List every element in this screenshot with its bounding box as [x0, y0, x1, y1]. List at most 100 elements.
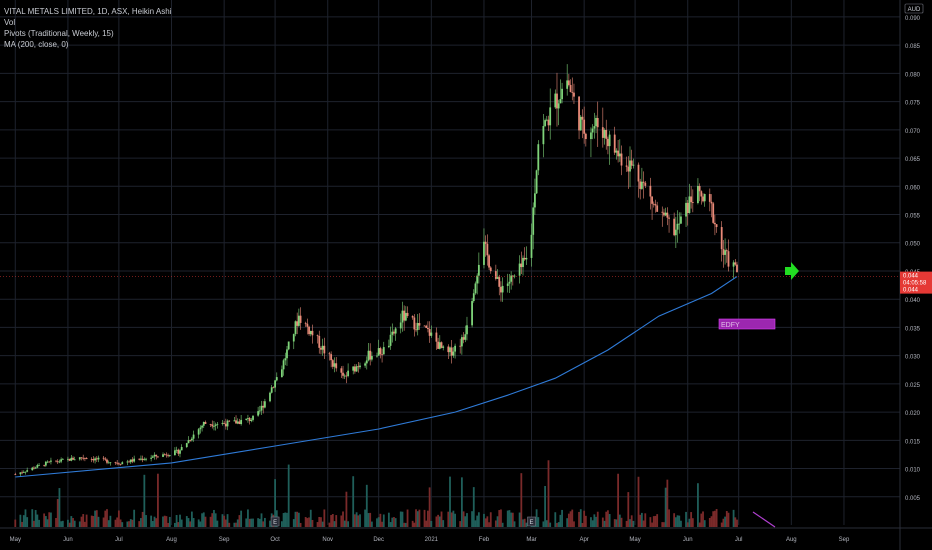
volume-bar [226, 514, 229, 527]
volume-bar [625, 520, 628, 527]
candle-body [620, 153, 623, 166]
volume-bar [700, 513, 703, 527]
volume-bar [416, 511, 419, 527]
candle-body [736, 264, 738, 272]
volume-bar [639, 514, 642, 527]
candle-body [561, 88, 563, 100]
candle-body [84, 457, 86, 459]
candle-body [36, 465, 39, 468]
volume-bar [82, 514, 85, 527]
candle-body [625, 165, 628, 167]
ma-200-layer [15, 276, 738, 478]
candle-body [56, 461, 59, 463]
volume-bar [579, 509, 582, 527]
volume-bar [189, 521, 192, 527]
candle-body [506, 283, 509, 286]
candle-body [209, 424, 212, 425]
candle-body [708, 194, 711, 202]
volume-bar [274, 479, 276, 527]
candle-body [43, 464, 46, 466]
volume-bar [518, 512, 521, 527]
candle-body [119, 464, 122, 465]
volume-bar [323, 509, 326, 527]
candle-body [522, 257, 524, 268]
volume-bar [571, 509, 574, 527]
volume-bar [364, 509, 366, 527]
volume-bar [715, 509, 718, 527]
volume-bar [460, 477, 463, 527]
x-tick-label: Jun [63, 537, 73, 543]
volume-bar [199, 521, 202, 527]
candle-body [292, 334, 295, 342]
volume-bar [389, 522, 392, 527]
symbol-title[interactable]: VITAL METALS LIMITED, 1D, ASX, Heikin As… [4, 7, 172, 16]
candle-body [511, 275, 514, 277]
candle-body [235, 420, 237, 424]
y-tick-label: 0.035 [905, 326, 921, 332]
volume-bar [561, 509, 563, 527]
volume-bar [367, 513, 370, 527]
candle-body [668, 217, 670, 219]
volume-trend-line [752, 511, 776, 528]
candle-body [596, 118, 599, 128]
candle-body [140, 458, 142, 460]
volume-bar [722, 518, 725, 527]
currency-label: AUD [908, 7, 921, 13]
candle-body [104, 458, 107, 460]
x-tick-label: Aug [166, 537, 177, 543]
volume-bar [347, 521, 350, 527]
candle-body [428, 329, 431, 336]
volume-bar [36, 514, 39, 527]
candle-body [340, 368, 343, 373]
volume-bar [370, 521, 373, 527]
volume-bar [114, 519, 117, 527]
candle-body [381, 354, 383, 356]
volume-bar [712, 511, 715, 527]
candle-body [121, 462, 124, 465]
candle-body [238, 421, 241, 425]
volume-bar [85, 514, 88, 527]
candle-body [44, 461, 47, 466]
volume-bar [369, 512, 372, 527]
time-axis[interactable]: May Jun Jul Aug Sep Oct Nov Dec 2021 Feb Mar Apr May… [0, 527, 932, 543]
ma-indicator-label[interactable]: MA (200, close, 0) [4, 40, 69, 49]
volume-bar [328, 522, 331, 527]
volume-bar [605, 511, 608, 527]
candle-body [114, 462, 117, 464]
volume-bar [143, 474, 146, 527]
price-axis[interactable]: 0.005 0.010 0.015 0.020 0.025 0.030 0.035 0.040… [899, 0, 932, 550]
candle-body [464, 334, 467, 340]
candle-body [48, 461, 51, 463]
volume-bar [556, 522, 558, 527]
volume-bar [73, 520, 76, 527]
volume-indicator-label[interactable]: Vol [4, 18, 16, 27]
volume-bar [297, 512, 300, 527]
candle-body [530, 234, 533, 258]
candle-body [216, 423, 219, 425]
pivots-indicator-label[interactable]: Pivots (Traditional, Weekly, 15) [4, 29, 114, 38]
candle-body [174, 450, 176, 456]
candle-body [72, 457, 74, 460]
candle-body [605, 129, 608, 139]
candle-body [116, 462, 119, 464]
x-tick-label: May [10, 537, 21, 543]
candle-body [415, 329, 417, 331]
volume-bar [661, 522, 664, 527]
candle-body [46, 461, 49, 463]
volume-bar [535, 509, 538, 527]
volume-bar [632, 520, 635, 527]
volume-bar [141, 511, 144, 527]
volume-bar [24, 509, 27, 527]
candle-body [197, 429, 200, 435]
volume-bar [70, 516, 73, 527]
volume-bar [46, 519, 49, 527]
candle-body [370, 356, 373, 360]
candle-body [483, 241, 485, 265]
volume-bar [34, 510, 37, 527]
candle-body [520, 263, 523, 268]
y-tick-label: 0.075 [905, 101, 921, 107]
volume-bar [131, 519, 134, 527]
volume-bar [483, 513, 485, 527]
volume-bar [664, 487, 667, 527]
